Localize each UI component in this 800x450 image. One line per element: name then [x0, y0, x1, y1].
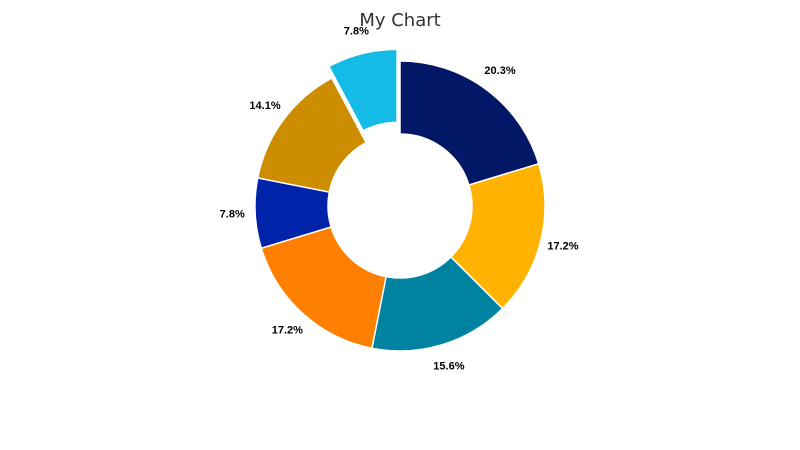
slice-label-6: 14.1%: [249, 100, 280, 112]
donut-slice-6[interactable]: [256, 77, 368, 193]
donut-slice-1[interactable]: [399, 60, 540, 186]
slice-label-5: 7.8%: [220, 208, 245, 220]
slice-label-7: 7.8%: [344, 25, 369, 37]
slice-label-4: 17.2%: [272, 325, 303, 337]
chart-title: My Chart: [359, 10, 441, 31]
slice-labels: 20.3% 17.2% 15.6% 17.2% 7.8% 14.1% 7.8%: [220, 25, 579, 372]
donut-slices: [254, 48, 546, 352]
slice-label-3: 15.6%: [433, 361, 464, 373]
slice-label-1: 20.3%: [484, 65, 515, 77]
donut-slice-3[interactable]: [371, 255, 504, 352]
donut-slice-7[interactable]: [327, 48, 398, 132]
slice-label-2: 17.2%: [547, 241, 578, 253]
